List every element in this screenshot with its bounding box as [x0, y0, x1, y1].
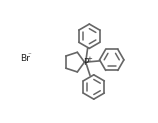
Text: Br: Br	[20, 54, 30, 63]
Text: +: +	[86, 56, 92, 62]
Text: ⁻: ⁻	[27, 53, 31, 59]
Text: P: P	[83, 58, 88, 67]
